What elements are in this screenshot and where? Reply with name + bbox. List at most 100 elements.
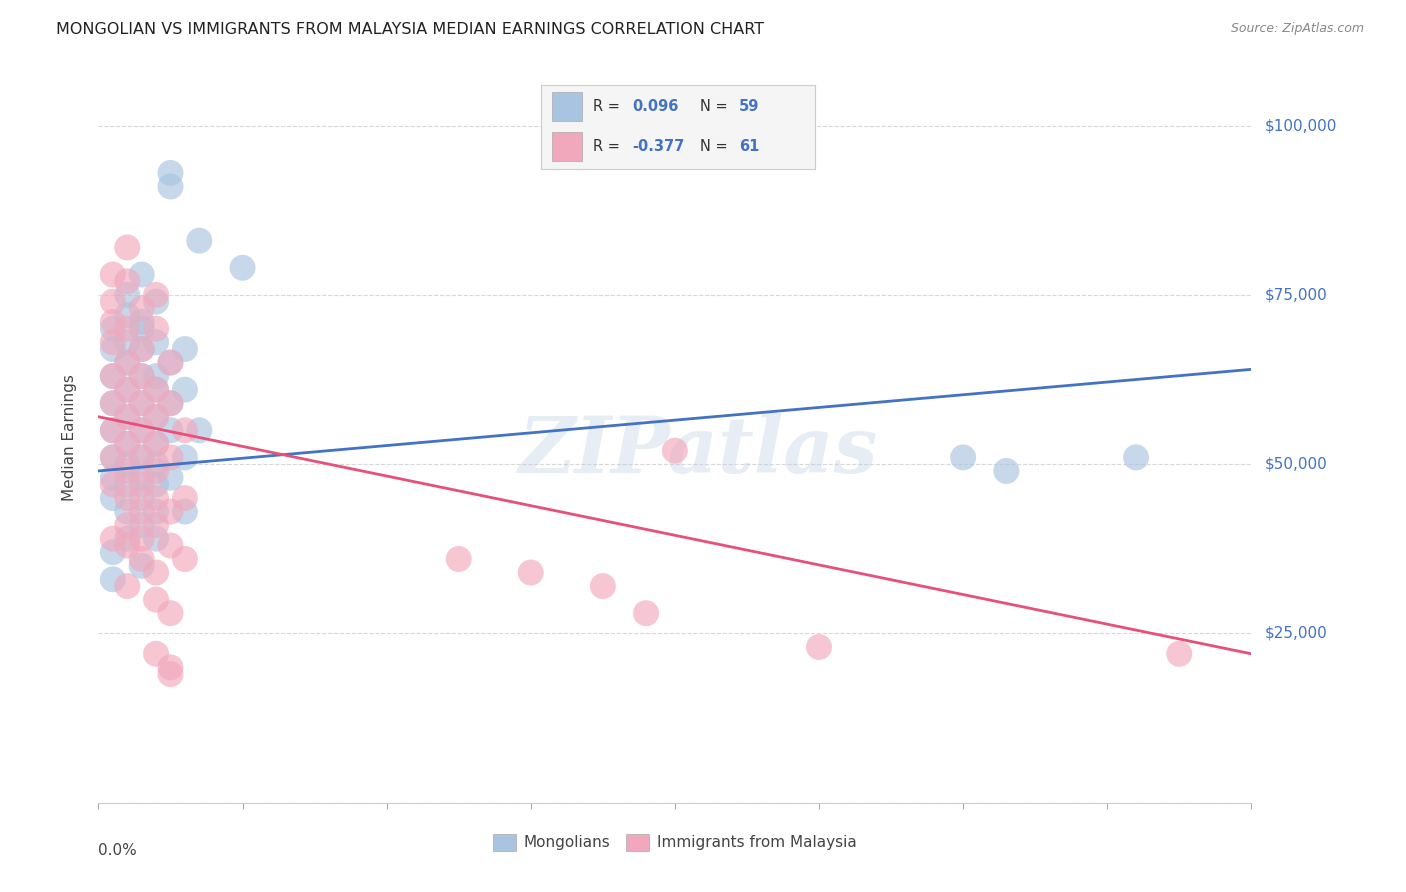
Point [101,335,124,350]
Point [174,505,197,519]
Point [145,409,167,424]
Point [101,396,124,410]
Point [1125,450,1147,465]
Point [145,491,167,505]
Point [101,450,124,465]
Point [159,355,181,369]
Point [159,450,181,465]
Text: R =: R = [593,139,624,154]
Point [101,342,124,356]
Point [145,294,167,309]
Point [117,288,139,302]
Text: $25,000: $25,000 [1265,626,1329,641]
Point [131,450,153,465]
Point [145,288,167,302]
Point [131,423,153,437]
Point [159,660,181,674]
Point [145,335,167,350]
Point [131,342,153,356]
Point [117,532,139,546]
Text: $50,000: $50,000 [1265,457,1329,472]
Point [174,383,197,397]
Point [131,369,153,384]
Point [131,396,153,410]
Point [117,409,139,424]
Point [117,518,139,533]
Point [101,545,124,559]
Point [952,450,974,465]
Point [145,518,167,533]
Point [117,322,139,336]
Text: -0.377: -0.377 [631,139,685,154]
Point [145,505,167,519]
Point [664,443,686,458]
Point [174,552,197,566]
Point [101,294,124,309]
Point [520,566,543,580]
Text: Source: ZipAtlas.com: Source: ZipAtlas.com [1230,22,1364,36]
Text: N =: N = [700,139,733,154]
Point [159,166,181,180]
Point [101,315,124,329]
Point [131,477,153,491]
Point [131,396,153,410]
Point [145,477,167,491]
Point [131,322,153,336]
Point [101,572,124,586]
Point [117,538,139,552]
Point [159,667,181,681]
Point [145,409,167,424]
Point [117,491,139,505]
Point [174,423,197,437]
Point [131,423,153,437]
Point [101,268,124,282]
Point [101,477,124,491]
Point [131,518,153,533]
Point [159,396,181,410]
Point [159,505,181,519]
Point [145,369,167,384]
Point [159,471,181,485]
Text: MONGOLIAN VS IMMIGRANTS FROM MALAYSIA MEDIAN EARNINGS CORRELATION CHART: MONGOLIAN VS IMMIGRANTS FROM MALAYSIA ME… [56,22,765,37]
Point [145,437,167,451]
Point [131,491,153,505]
Point [174,342,197,356]
Point [117,437,139,451]
Point [145,383,167,397]
Point [159,355,181,369]
Point [101,396,124,410]
Point [117,383,139,397]
Point [145,437,167,451]
Point [117,383,139,397]
Point [117,335,139,350]
Point [145,592,167,607]
Point [188,423,211,437]
Point [117,437,139,451]
Point [117,355,139,369]
Point [131,558,153,573]
Text: 0.0%: 0.0% [98,843,138,858]
Point [117,579,139,593]
Point [131,268,153,282]
Point [188,234,211,248]
Point [101,369,124,384]
Point [159,423,181,437]
Point [117,457,139,471]
Point [145,566,167,580]
Point [131,505,153,519]
Point [131,315,153,329]
Point [808,640,831,654]
Point [101,491,124,505]
Point [101,532,124,546]
Point [636,606,658,620]
Text: R =: R = [593,99,624,114]
Point [145,322,167,336]
Point [131,552,153,566]
Point [131,532,153,546]
FancyBboxPatch shape [553,93,582,121]
Point [117,505,139,519]
Point [117,477,139,491]
Point [131,450,153,465]
Point [231,260,254,275]
Point [1168,647,1191,661]
